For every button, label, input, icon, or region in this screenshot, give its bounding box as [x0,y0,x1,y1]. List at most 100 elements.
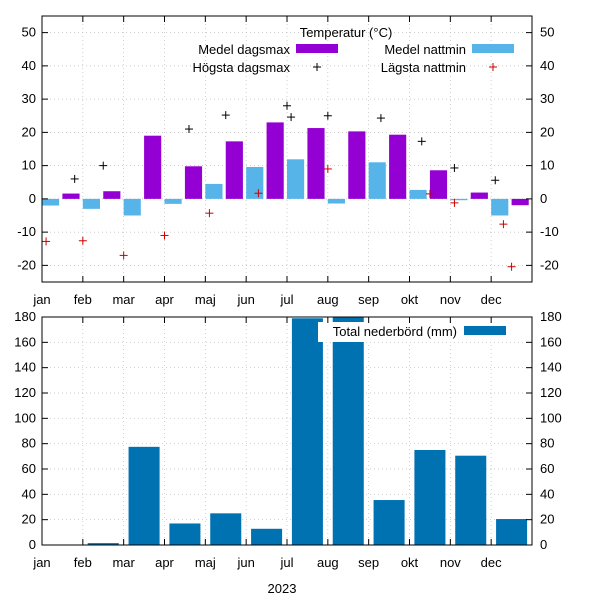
point-lagsta-nattmin [254,189,263,198]
bar-nederbord [373,500,405,545]
x-tick-label: feb [74,555,92,570]
bar-nattmin [450,198,468,201]
y-tick-label-right: 0 [540,537,547,552]
y-tick-label-right: 120 [540,385,562,400]
bar-nattmin [205,183,223,199]
point-hogsta-dagsmax [323,111,332,120]
temperature-chart: -20 -20 -10 -10 0 0 10 10 20 20 30 30 40 40 50 50 jan feb… [17,15,559,307]
bar-dagsmax [429,170,448,199]
x-tick-label: mar [112,292,135,307]
bar-nederbord [128,446,160,545]
legend-label-lagsta: Lägsta nattmin [381,60,466,75]
y-tick-label-right: 140 [540,360,562,375]
x-tick-label: dec [481,292,502,307]
y-tick-label-left: 160 [14,334,36,349]
x-tick-label: apr [155,292,174,307]
y-tick-label-left: 0 [29,537,36,552]
legend-label-dagsmax: Medel dagsmax [198,42,290,57]
x-tick-label: jan [32,555,50,570]
point-lagsta-nattmin [507,262,516,271]
point-hogsta-dagsmax [376,114,385,123]
x-tick-label: dec [481,555,502,570]
y-tick-label-left: 40 [22,486,36,501]
y-tick-label-left: 0 [29,191,36,206]
y-tick-label-right: 40 [540,58,554,73]
bar-nattmin [82,198,100,209]
y-tick-label-left: 20 [22,124,36,139]
precipitation-chart: Total nederbörd (mm) 0 0 20 20 40 40 60 60 80 80 10… [14,309,561,596]
bar-nederbord [455,455,487,545]
bar-nattmin [409,189,427,199]
bar-nederbord [496,519,528,545]
bar-nattmin [164,198,182,204]
y-tick-label-left: 120 [14,385,36,400]
bar-nederbord [169,523,201,545]
point-hogsta-dagsmax [287,113,296,122]
point-hogsta-dagsmax [70,174,79,183]
point-lagsta-nattmin [42,237,51,246]
bar-nederbord [291,318,323,545]
x-tick-label: feb [74,292,92,307]
bar-dagsmax [184,166,203,199]
x-tick-label: jul [279,555,293,570]
point-lagsta-nattmin [78,236,87,245]
bar-nattmin [491,198,509,216]
point-lagsta-nattmin [499,220,508,229]
x-tick-label: apr [155,555,174,570]
y-tick-label-right: -10 [540,224,559,239]
bar-dagsmax [103,191,121,199]
bar-nederbord [87,543,119,545]
bar-nederbord [414,450,446,545]
y-tick-label-right: 100 [540,410,562,425]
x-tick-label: jan [32,292,50,307]
y-tick-label-left: 60 [22,461,36,476]
legend-swatch-dagsmax [296,44,338,53]
bar-dagsmax [470,192,488,199]
y-tick-label-right: 0 [540,191,547,206]
x-tick-label: nov [440,292,461,307]
bar-dagsmax [348,131,366,199]
bar-dagsmax [307,128,325,199]
y-tick-label-left: 30 [22,91,36,106]
x-tick-label: mar [112,555,135,570]
bar-dagsmax [225,141,243,199]
bar-nattmin [287,159,305,199]
y-tick-label-right: 40 [540,486,554,501]
point-lagsta-nattmin [160,231,169,240]
x-tick-label: okt [401,292,419,307]
y-tick-label-right: 20 [540,124,554,139]
legend-label-nederbord: Total nederbörd (mm) [333,324,457,339]
x-tick-label: maj [195,292,216,307]
bar-nederbord [210,513,242,545]
y-tick-label-right: 10 [540,158,554,173]
bar-nattmin [123,198,141,216]
y-tick-label-right: 80 [540,436,554,451]
y-tick-label-left: 20 [22,512,36,527]
bar-nederbord [332,317,364,545]
point-hogsta-dagsmax [417,137,426,146]
x-tick-label: sep [358,292,379,307]
point-lagsta-nattmin [205,209,214,218]
bar-dagsmax [266,122,284,199]
y-tick-label-right: 160 [540,334,562,349]
legend-marker-hogsta [313,63,321,71]
y-tick-label-left: 10 [22,158,36,173]
point-lagsta-nattmin [425,189,434,198]
bar-nattmin [327,198,345,204]
point-hogsta-dagsmax [221,111,230,120]
point-lagsta-nattmin [119,251,128,260]
x-tick-label: okt [401,555,419,570]
bar-nattmin [42,198,60,206]
bar-dagsmax [62,193,80,199]
legend-label-hogsta: Högsta dagsmax [192,60,290,75]
y-tick-label-left: 50 [22,25,36,40]
y-tick-label-right: 180 [540,309,562,324]
point-hogsta-dagsmax [99,161,108,170]
x-tick-label: aug [317,555,339,570]
x-tick-label: sep [358,555,379,570]
bar-dagsmax [511,198,529,206]
legend-swatch-nattmin [472,44,514,53]
y-tick-label-right: 50 [540,25,554,40]
